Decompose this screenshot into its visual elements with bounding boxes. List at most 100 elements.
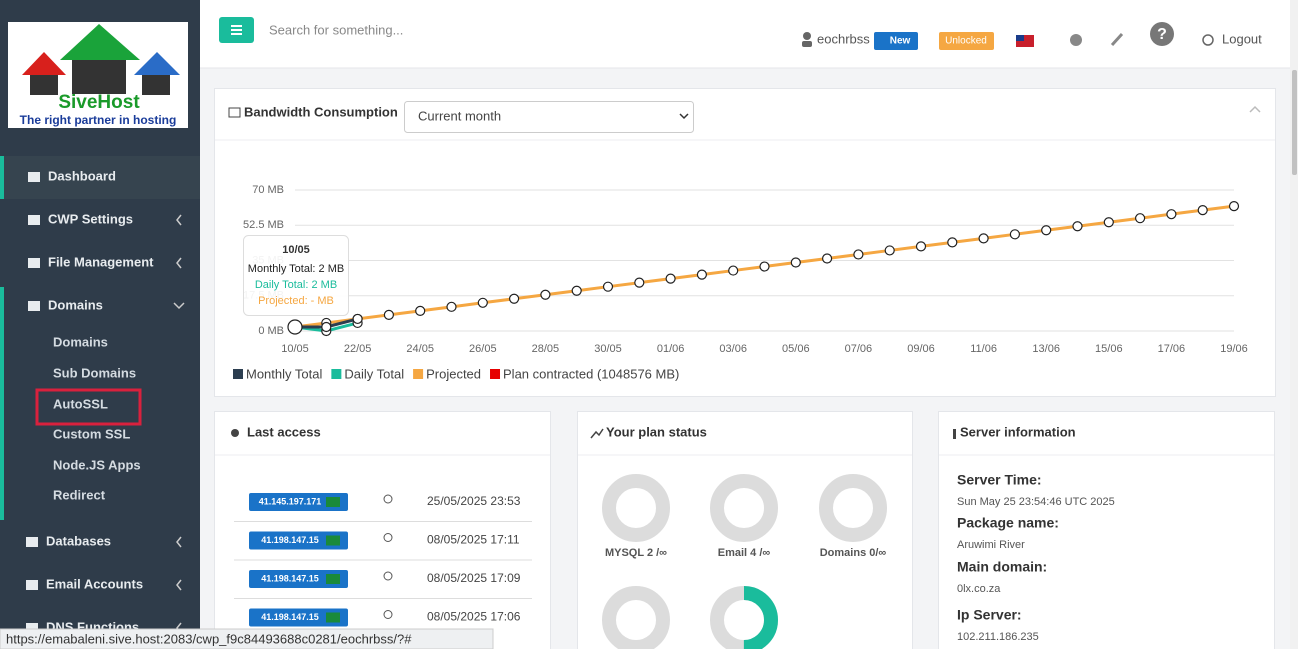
x-tick-label: 26/05 <box>469 343 497 355</box>
icon <box>231 29 242 31</box>
access-date: 08/05/2025 17:11 <box>427 533 520 547</box>
logo-house <box>142 75 170 95</box>
donut-label: Domains 0/∞ <box>820 547 887 559</box>
help-icon[interactable] <box>1150 22 1174 46</box>
username[interactable]: eochrbss <box>817 31 870 46</box>
logout[interactable]: Logout <box>1222 31 1262 46</box>
ip-badge <box>249 493 348 511</box>
legend-label: Plan contracted (1048576 MB) <box>503 366 679 381</box>
menu-item[interactable]: File Management <box>48 254 154 269</box>
brush-icon[interactable] <box>1110 32 1124 47</box>
icon <box>231 33 242 35</box>
submenu-item[interactable]: Domains <box>53 334 108 349</box>
scrollbar[interactable] <box>1290 0 1298 649</box>
section-marker <box>0 287 4 520</box>
server-info-panel <box>938 411 1275 649</box>
x-tick-label: 05/06 <box>782 343 810 355</box>
menu-item[interactable]: Databases <box>46 533 111 548</box>
submenu-item[interactable]: Custom SSL <box>53 426 130 441</box>
menu-item[interactable]: Domains <box>48 297 103 312</box>
legend-swatch <box>413 369 424 379</box>
logo-roof <box>60 24 140 60</box>
data-point <box>446 301 457 312</box>
period-select[interactable] <box>404 101 694 133</box>
active-marker <box>0 156 4 199</box>
data-point <box>696 269 708 280</box>
data-point <box>884 245 895 256</box>
access-date: 08/05/2025 17:06 <box>427 610 521 624</box>
menu-icon <box>28 215 40 225</box>
data-point <box>634 277 645 288</box>
new-badge[interactable] <box>874 32 918 50</box>
data-point <box>571 285 582 296</box>
data-point <box>383 309 394 320</box>
x-tick-label: 22/05 <box>344 343 372 355</box>
new-badge-text: New <box>890 36 911 47</box>
legend-label: Projected <box>426 366 481 381</box>
ip-badge <box>249 608 348 627</box>
logo-tagline: The right partner in hosting <box>20 113 177 127</box>
plan-donuts: MYSQL 2 /∞ Email 4 /∞ Domains 0/∞ <box>602 474 887 649</box>
y-tick-label: 70 MB <box>252 184 284 196</box>
submenu-item[interactable]: Redirect <box>53 487 106 502</box>
data-point <box>1009 229 1021 240</box>
x-tick-label: 15/06 <box>1095 343 1123 355</box>
search-input[interactable]: Search for something... <box>269 22 403 37</box>
donut-track <box>602 474 670 542</box>
settings-icon[interactable] <box>1070 34 1082 46</box>
info-value: Aruwimi River <box>957 539 1025 551</box>
info-label: Ip Server: <box>957 607 1022 623</box>
logo-roof <box>134 52 180 75</box>
data-point <box>352 313 363 325</box>
scrollbar-thumb[interactable] <box>1292 70 1297 175</box>
submenu-item[interactable]: Node.JS Apps <box>53 457 141 472</box>
data-point <box>1134 213 1146 224</box>
y-tick-label: 0 MB <box>258 325 284 337</box>
info-value: Sun May 25 23:54:46 UTC 2025 <box>957 496 1115 508</box>
x-tick-label: 07/06 <box>845 343 873 355</box>
data-point <box>477 297 488 308</box>
users-icon <box>231 429 239 437</box>
chart-icon <box>228 107 241 118</box>
os-icon <box>383 610 393 619</box>
logo-name: SiveHost <box>58 92 140 113</box>
legend-swatch <box>331 369 342 379</box>
donut-label: MYSQL 2 /∞ <box>605 547 667 559</box>
menu-icon <box>28 301 40 311</box>
tooltip-line: Monthly Total: 2 MB <box>248 263 344 275</box>
menu-icon <box>28 172 40 182</box>
menu-item[interactable]: CWP Settings <box>48 211 133 226</box>
access-date: 25/05/2025 23:53 <box>427 494 521 508</box>
icon <box>231 25 242 27</box>
data-point <box>321 321 332 333</box>
info-label: Package name: <box>957 515 1059 531</box>
collapse-button[interactable] <box>1249 105 1261 113</box>
data-point <box>1197 205 1208 216</box>
data-point <box>1228 201 1240 212</box>
submenu-item[interactable]: Sub Domains <box>53 365 136 380</box>
status-url: https://emabaleni.sive.host:2083/cwp_f9c… <box>6 631 412 646</box>
submenu-item[interactable]: AutoSSL <box>53 396 108 411</box>
tooltip-line: Daily Total: 2 MB <box>255 279 337 291</box>
menu-item[interactable]: Dashboard <box>48 168 116 183</box>
unlocked-badge[interactable] <box>939 32 994 50</box>
data-point <box>790 257 801 268</box>
menu-item[interactable]: Email Accounts <box>46 576 143 591</box>
plan-icon <box>590 428 604 439</box>
donut-label: Email 4 /∞ <box>718 547 771 559</box>
ip-address: 41.198.147.15 <box>261 573 319 583</box>
flag-icon <box>326 612 340 623</box>
unlocked-text: Unlocked <box>945 36 987 47</box>
menu-arrow <box>176 214 182 226</box>
user-icon <box>802 41 812 47</box>
x-tick-label: 19/06 <box>1220 343 1248 355</box>
x-tick-label: 11/06 <box>970 343 997 355</box>
legend-label: Monthly Total <box>246 366 322 381</box>
menu-icon <box>26 537 38 547</box>
data-point <box>665 273 676 284</box>
access-list: 41.145.197.171 25/05/2025 23:53 41.198.147… <box>234 493 532 627</box>
legend-swatch <box>233 369 243 379</box>
server-info: Server Time: Sun May 25 23:54:46 UTC 2025… <box>957 472 1115 643</box>
x-tick-label: 09/06 <box>907 343 935 355</box>
